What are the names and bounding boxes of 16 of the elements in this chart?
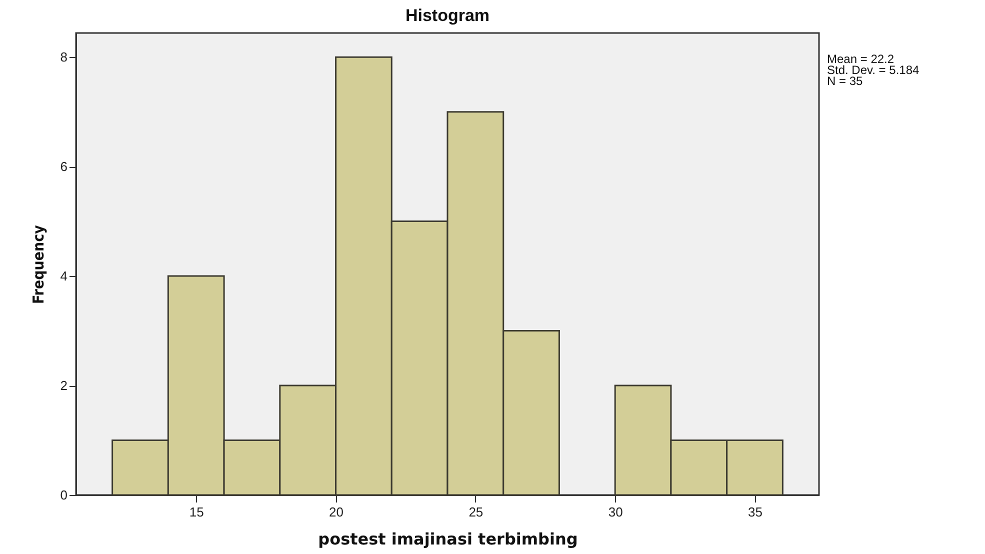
x-tick-label: 25 [468,504,484,520]
text: Mean = 22.2 [827,52,894,66]
y-tick-label: 2 [60,378,68,394]
x-tick-label: 35 [748,504,762,520]
text: Std. Dev. = 5.184 [827,63,920,77]
y-axis-title: Frequency [29,224,48,304]
y-tick-label: 6 [60,159,68,174]
x-tick-label: 20 [329,504,344,520]
y-tick-label: 4 [60,268,68,284]
y-tick-label: 0 [60,488,68,502]
x-tick-label: 15 [189,504,204,520]
x-tick-label: 30 [608,504,623,520]
y-tick-label: 8 [60,50,68,65]
chart-title: Histogram [405,6,490,25]
x-axis-title: postest imajinasi terbimbing [318,530,578,548]
text: N = 35 [827,74,864,88]
